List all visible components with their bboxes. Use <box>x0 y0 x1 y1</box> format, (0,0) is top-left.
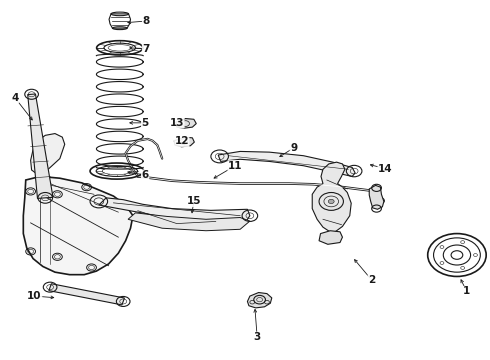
Polygon shape <box>128 213 250 231</box>
Text: 8: 8 <box>143 16 150 26</box>
Text: 12: 12 <box>174 136 189 147</box>
Text: 4: 4 <box>11 93 19 103</box>
Text: 9: 9 <box>290 143 297 153</box>
Circle shape <box>328 199 334 203</box>
Text: 3: 3 <box>253 332 261 342</box>
Text: 2: 2 <box>368 275 375 285</box>
Polygon shape <box>312 162 351 234</box>
Text: 5: 5 <box>142 118 149 128</box>
Polygon shape <box>99 198 250 225</box>
Polygon shape <box>30 134 65 176</box>
Text: 10: 10 <box>27 291 42 301</box>
Polygon shape <box>109 14 130 28</box>
Text: 6: 6 <box>142 170 149 180</box>
Text: 15: 15 <box>187 197 201 206</box>
Polygon shape <box>24 176 133 275</box>
Polygon shape <box>369 185 384 209</box>
Polygon shape <box>319 231 343 244</box>
Text: 13: 13 <box>170 118 184 128</box>
Text: 14: 14 <box>378 163 392 174</box>
Polygon shape <box>218 152 355 176</box>
Polygon shape <box>174 137 195 147</box>
Polygon shape <box>49 284 124 305</box>
Text: 1: 1 <box>463 287 470 296</box>
Polygon shape <box>28 94 53 198</box>
Polygon shape <box>176 118 196 128</box>
Text: 11: 11 <box>228 161 243 171</box>
Text: 7: 7 <box>143 44 150 54</box>
Polygon shape <box>247 293 272 308</box>
